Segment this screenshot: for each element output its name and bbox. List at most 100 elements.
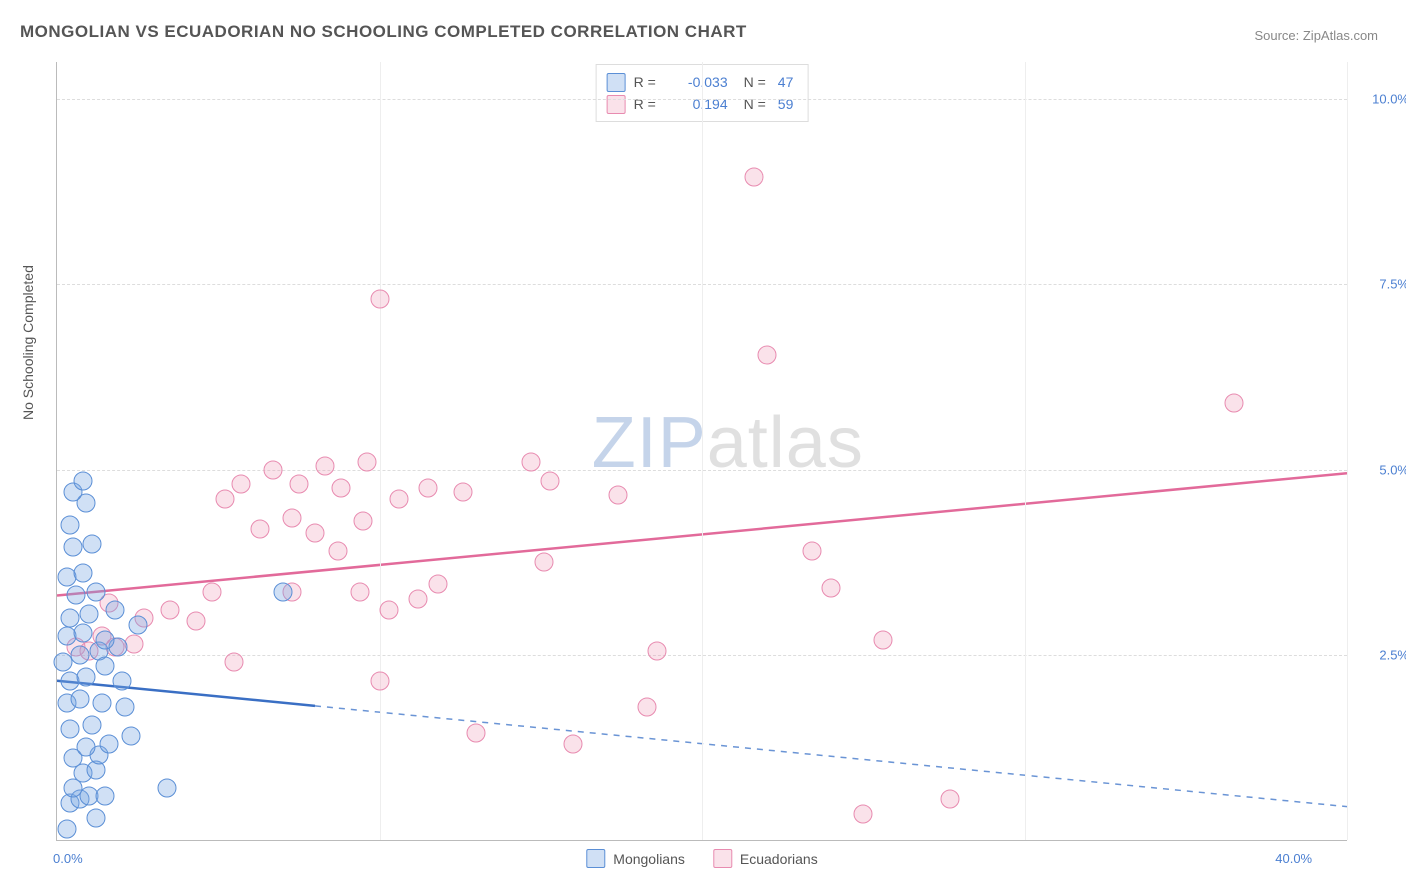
scatter-point-pink [467,723,486,742]
scatter-point-pink [822,579,841,598]
scatter-point-blue [73,623,92,642]
legend-item-ecuadorians: Ecuadorians [713,849,818,868]
scatter-point-pink [370,671,389,690]
scatter-point-blue [70,690,89,709]
scatter-point-blue [86,582,105,601]
scatter-point-pink [354,512,373,531]
scatter-point-pink [534,553,553,572]
scatter-point-blue [80,605,99,624]
scatter-point-blue [60,608,79,627]
scatter-point-pink [647,642,666,661]
source-label: Source: ZipAtlas.com [1254,28,1378,43]
scatter-point-blue [83,534,102,553]
scatter-point-blue [73,564,92,583]
scatter-point-pink [125,634,144,653]
scatter-point-blue [99,734,118,753]
scatter-point-blue [128,616,147,635]
scatter-point-pink [744,167,763,186]
scatter-point-blue [122,727,141,746]
scatter-point-blue [73,471,92,490]
scatter-point-blue [106,601,125,620]
scatter-point-pink [541,471,560,490]
y-tick-label: 10.0% [1372,92,1406,107]
scatter-point-pink [289,475,308,494]
scatter-point-pink [757,345,776,364]
scatter-point-blue [57,819,76,838]
scatter-point-blue [96,786,115,805]
gridline-v [1347,62,1348,840]
n-value-mongolians: 47 [778,74,794,90]
legend-item-mongolians: Mongolians [586,849,685,868]
y-axis-label: No Schooling Completed [20,265,36,420]
scatter-point-blue [157,779,176,798]
scatter-point-pink [225,653,244,672]
legend-label-mongolians: Mongolians [613,851,685,867]
scatter-point-pink [428,575,447,594]
r-value-mongolians: -0.033 [670,74,728,90]
scatter-point-pink [609,486,628,505]
scatter-point-pink [306,523,325,542]
swatch-pink [713,849,732,868]
swatch-blue [607,73,626,92]
legend-label-ecuadorians: Ecuadorians [740,851,818,867]
scatter-point-pink [854,805,873,824]
watermark-atlas: atlas [707,403,864,483]
legend-row-ecuadorians: R = 0.194 N = 59 [607,93,794,115]
scatter-point-pink [409,590,428,609]
scatter-point-pink [357,453,376,472]
gridline-v [1025,62,1026,840]
scatter-point-pink [522,453,541,472]
scatter-point-pink [1225,393,1244,412]
scatter-point-pink [564,734,583,753]
scatter-point-pink [873,630,892,649]
scatter-point-pink [454,482,473,501]
scatter-point-blue [77,667,96,686]
scatter-point-blue [70,645,89,664]
watermark-zip: ZIP [592,403,707,483]
scatter-point-pink [331,479,350,498]
scatter-point-pink [283,508,302,527]
gridline-v [702,62,703,840]
gridline-v [380,62,381,840]
scatter-point-pink [638,697,657,716]
scatter-point-blue [112,671,131,690]
n-label: N = [744,74,766,90]
scatter-point-blue [273,582,292,601]
scatter-point-blue [96,630,115,649]
scatter-point-pink [351,582,370,601]
scatter-point-blue [96,656,115,675]
scatter-point-pink [370,290,389,309]
series-legend: Mongolians Ecuadorians [586,849,817,868]
y-tick-label: 2.5% [1379,647,1406,662]
scatter-point-pink [315,456,334,475]
scatter-point-blue [86,808,105,827]
swatch-blue [586,849,605,868]
chart-title: MONGOLIAN VS ECUADORIAN NO SCHOOLING COM… [20,22,747,42]
scatter-point-blue [67,586,86,605]
x-tick-label: 40.0% [1275,851,1312,866]
scatter-point-pink [802,542,821,561]
scatter-point-blue [83,716,102,735]
scatter-point-pink [941,790,960,809]
scatter-point-pink [215,490,234,509]
chart-container: MONGOLIAN VS ECUADORIAN NO SCHOOLING COM… [0,0,1406,892]
scatter-point-pink [186,612,205,631]
scatter-point-blue [64,538,83,557]
r-label: R = [634,74,662,90]
scatter-point-blue [115,697,134,716]
scatter-point-pink [328,542,347,561]
y-tick-label: 7.5% [1379,277,1406,292]
scatter-point-pink [202,582,221,601]
watermark: ZIPatlas [592,402,864,484]
scatter-point-pink [380,601,399,620]
scatter-point-pink [264,460,283,479]
scatter-point-blue [93,693,112,712]
swatch-pink [607,95,626,114]
scatter-point-blue [60,516,79,535]
legend-row-mongolians: R = -0.033 N = 47 [607,71,794,93]
scatter-point-pink [418,479,437,498]
scatter-point-pink [231,475,250,494]
scatter-point-blue [77,738,96,757]
x-tick-label: 0.0% [53,851,83,866]
plot-area: ZIPatlas R = -0.033 N = 47 R = 0.194 N =… [56,62,1347,841]
